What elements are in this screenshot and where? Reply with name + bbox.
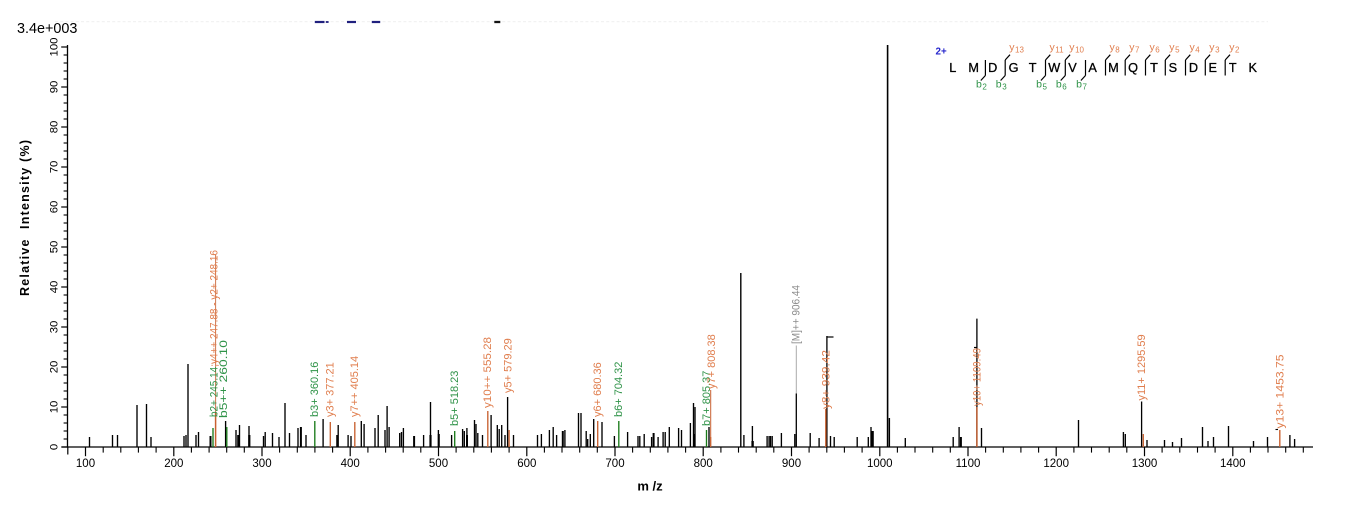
svg-text:2+: 2+: [936, 47, 947, 58]
svg-text:[M]++ 906.44: [M]++ 906.44: [791, 285, 803, 344]
svg-text:10: 10: [48, 401, 60, 414]
svg-text:11: 11: [1055, 46, 1064, 55]
svg-text:30: 30: [48, 321, 60, 334]
svg-text:b2+ 245.14;y4++ 247.88 - y2+ 2: b2+ 245.14;y4++ 247.88 - y2+ 248.16: [209, 250, 221, 417]
svg-text:D: D: [988, 61, 997, 75]
svg-text:3.4e+003: 3.4e+003: [17, 21, 77, 37]
svg-text:13: 13: [1015, 46, 1024, 55]
svg-text:y5+ 579.29: y5+ 579.29: [503, 338, 515, 393]
svg-text:100: 100: [76, 458, 95, 470]
svg-text:5: 5: [1043, 83, 1048, 92]
svg-text:90: 90: [48, 81, 60, 94]
svg-text:40: 40: [48, 281, 60, 294]
svg-text:2: 2: [982, 83, 987, 92]
svg-text:400: 400: [341, 458, 360, 470]
svg-text:L: L: [949, 61, 956, 75]
svg-text:y10++ 555.28: y10++ 555.28: [482, 337, 494, 408]
svg-text:y13+ 1453.75: y13+ 1453.75: [1274, 355, 1286, 429]
svg-text:G: G: [1009, 61, 1019, 75]
svg-text:K: K: [1248, 61, 1257, 75]
svg-text:y: y: [1009, 42, 1015, 54]
svg-text:y: y: [1190, 42, 1196, 54]
svg-text:b7+ 805.37: b7+ 805.37: [701, 371, 713, 426]
svg-text:y: y: [1209, 42, 1215, 54]
svg-text:8: 8: [1115, 46, 1120, 55]
svg-text:W: W: [1048, 61, 1060, 75]
svg-text:300: 300: [252, 458, 271, 470]
svg-text:b5+ 518.23: b5+ 518.23: [449, 371, 461, 426]
svg-text:E: E: [1208, 61, 1216, 75]
svg-text:0: 0: [48, 444, 60, 450]
svg-text:500: 500: [429, 458, 448, 470]
svg-text:S: S: [1169, 61, 1177, 75]
svg-text:7: 7: [1083, 83, 1088, 92]
svg-text:V: V: [1068, 61, 1077, 75]
svg-text:4: 4: [1195, 46, 1200, 55]
svg-text:y11+ 1295.59: y11+ 1295.59: [1136, 334, 1148, 400]
svg-text:M: M: [968, 61, 979, 75]
svg-text:50: 50: [48, 241, 60, 254]
svg-text:600: 600: [517, 458, 536, 470]
svg-text:1100: 1100: [956, 458, 981, 470]
svg-text:Q: Q: [1128, 61, 1138, 75]
svg-text:y: y: [1110, 42, 1116, 54]
svg-text:y10+ 1109.49: y10+ 1109.49: [971, 348, 983, 406]
svg-text:A: A: [1088, 61, 1097, 75]
svg-text:D: D: [1189, 61, 1198, 75]
svg-text:7: 7: [1135, 46, 1140, 55]
svg-text:700: 700: [605, 458, 624, 470]
svg-text:6: 6: [1155, 46, 1160, 55]
svg-text:70: 70: [48, 161, 60, 174]
svg-text:M: M: [1108, 61, 1119, 75]
svg-text:y6+ 680.36: y6+ 680.36: [592, 362, 604, 417]
svg-text:y: y: [1229, 42, 1235, 54]
svg-text:3: 3: [1002, 83, 1007, 92]
svg-text:b: b: [1076, 79, 1082, 91]
svg-text:Relative Intensity (%): Relative Intensity (%): [18, 140, 32, 296]
svg-text:y7++ 405.14: y7++ 405.14: [349, 356, 361, 417]
svg-text:b3+ 360.16: b3+ 360.16: [309, 362, 321, 417]
svg-text:3: 3: [1215, 46, 1220, 55]
svg-text:60: 60: [48, 201, 60, 214]
svg-text:y8+ 939.42: y8+ 939.42: [821, 350, 833, 409]
svg-text:T: T: [1150, 61, 1158, 75]
svg-text:T: T: [1029, 61, 1037, 75]
svg-text:b: b: [1036, 79, 1042, 91]
svg-text:y: y: [1129, 42, 1135, 54]
svg-text:y7+ 808.38: y7+ 808.38: [706, 334, 718, 389]
svg-text:y: y: [1150, 42, 1156, 54]
svg-text:b: b: [976, 79, 982, 91]
svg-text:y: y: [1169, 42, 1175, 54]
svg-text:1200: 1200: [1043, 458, 1069, 470]
svg-text:b: b: [1056, 79, 1062, 91]
svg-text:1000: 1000: [867, 458, 893, 470]
svg-text:T: T: [1229, 61, 1237, 75]
svg-text:y: y: [1069, 42, 1075, 54]
svg-text:m /z: m /z: [637, 479, 663, 494]
svg-text:1400: 1400: [1220, 458, 1246, 470]
svg-text:6: 6: [1062, 83, 1067, 92]
svg-text:b5++ 260.10: b5++ 260.10: [218, 340, 230, 418]
svg-text:b6+ 704.32: b6+ 704.32: [613, 362, 625, 417]
svg-text:20: 20: [48, 361, 60, 374]
svg-text:b: b: [996, 79, 1002, 91]
svg-text:200: 200: [164, 458, 183, 470]
svg-text:80: 80: [48, 121, 60, 134]
svg-text:2: 2: [1235, 46, 1240, 55]
svg-text:100: 100: [48, 38, 60, 57]
svg-text:y3+ 377.21: y3+ 377.21: [325, 362, 337, 417]
svg-text:5: 5: [1175, 46, 1180, 55]
svg-text:800: 800: [694, 458, 713, 470]
svg-text:1300: 1300: [1132, 458, 1158, 470]
svg-text:900: 900: [782, 458, 801, 470]
svg-text:10: 10: [1075, 46, 1084, 55]
svg-text:y: y: [1050, 42, 1056, 54]
